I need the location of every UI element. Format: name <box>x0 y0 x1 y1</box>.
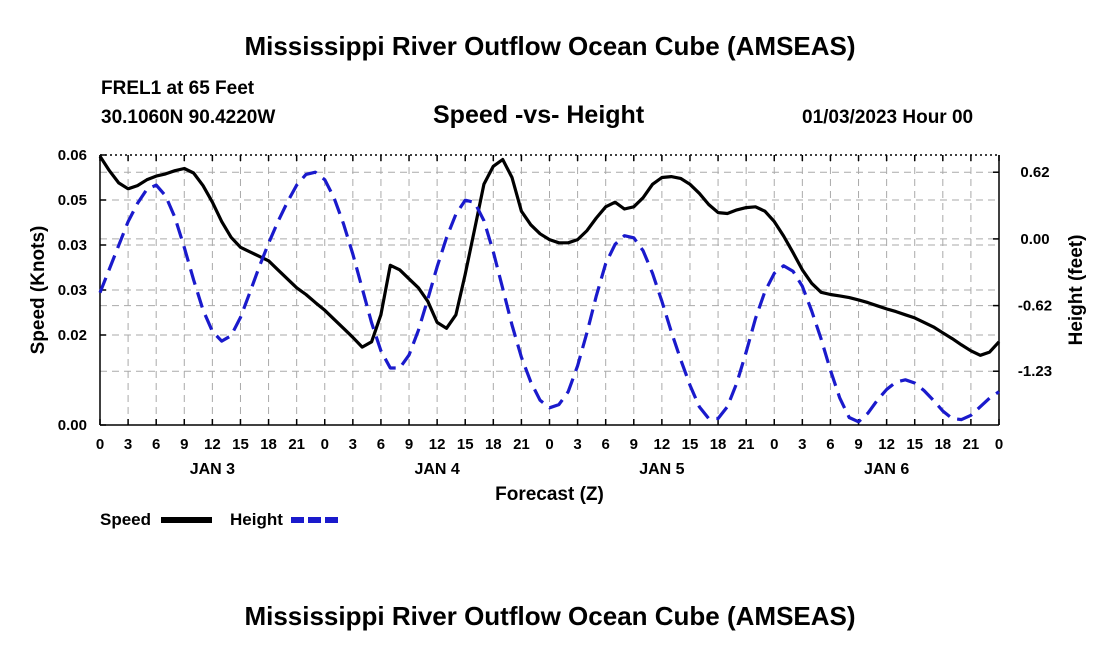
x-tick-label: 21 <box>963 436 980 453</box>
y2-axis-title: Height (feet) <box>1066 235 1087 346</box>
x-tick-label: 15 <box>232 436 249 453</box>
x-tick-label: 0 <box>321 436 329 453</box>
x-tick-label: 3 <box>124 436 132 453</box>
page-title-bottom: Mississippi River Outflow Ocean Cube (AM… <box>244 601 856 631</box>
x-tick-label: 15 <box>682 436 699 453</box>
x-tick-label: 0 <box>96 436 104 453</box>
x-tick-label: 0 <box>770 436 778 453</box>
x-tick-label: 18 <box>485 436 502 453</box>
day-label: JAN 6 <box>864 461 909 478</box>
x-tick-label: 9 <box>854 436 862 453</box>
x-tick-label: 18 <box>934 436 951 453</box>
x-tick-label: 6 <box>377 436 385 453</box>
x-tick-label: 18 <box>260 436 277 453</box>
x-tick-label: 0 <box>545 436 553 453</box>
x-tick-label: 15 <box>906 436 923 453</box>
x-tick-label: 9 <box>405 436 413 453</box>
x-tick-label: 21 <box>513 436 530 453</box>
chart-subtitle: Speed -vs- Height <box>433 101 645 129</box>
y-axis-title: Speed (Knots) <box>28 226 49 355</box>
day-label: JAN 3 <box>190 461 235 478</box>
station-label: FREL1 at 65 Feet <box>101 78 255 99</box>
x-tick-label: 6 <box>152 436 160 453</box>
y2-tick-label: -0.62 <box>1018 298 1052 315</box>
y-tick-label: 0.03 <box>58 237 87 254</box>
height-series-line <box>98 170 1000 424</box>
day-label: JAN 4 <box>414 461 459 478</box>
datetime-label: 01/03/2023 Hour 00 <box>802 107 974 128</box>
coordinates-label: 30.1060N 90.4220W <box>101 107 276 128</box>
day-label: JAN 5 <box>639 461 684 478</box>
y-tick-label: 0.02 <box>58 327 87 344</box>
x-axis-title: Forecast (Z) <box>495 484 604 505</box>
x-tick-label: 21 <box>738 436 755 453</box>
x-tick-label: 9 <box>180 436 188 453</box>
x-tick-label: 12 <box>204 436 221 453</box>
x-tick-label: 3 <box>798 436 806 453</box>
y-tick-label: 0.00 <box>58 417 87 434</box>
x-tick-label: 0 <box>995 436 1003 453</box>
legend-height-label: Height <box>230 510 283 529</box>
y-tick-label: 0.05 <box>58 192 87 209</box>
x-tick-label: 12 <box>878 436 895 453</box>
legend-speed-label: Speed <box>100 510 151 529</box>
x-tick-label: 15 <box>457 436 474 453</box>
speed-series-line <box>98 155 1001 357</box>
x-tick-label: 6 <box>602 436 610 453</box>
x-tick-label: 21 <box>288 436 305 453</box>
y2-tick-label: 0.62 <box>1020 164 1049 181</box>
x-tick-label: 9 <box>630 436 638 453</box>
y2-tick-label: -1.23 <box>1018 363 1052 380</box>
x-tick-label: 18 <box>710 436 727 453</box>
x-tick-label: 12 <box>654 436 671 453</box>
page-title: Mississippi River Outflow Ocean Cube (AM… <box>244 31 856 61</box>
x-tick-label: 3 <box>573 436 581 453</box>
y-tick-label: 0.03 <box>58 282 87 299</box>
y-tick-label: 0.06 <box>58 147 87 164</box>
y2-tick-label: 0.00 <box>1020 231 1049 248</box>
x-tick-label: 12 <box>429 436 446 453</box>
x-tick-label: 3 <box>349 436 357 453</box>
x-tick-label: 6 <box>826 436 834 453</box>
